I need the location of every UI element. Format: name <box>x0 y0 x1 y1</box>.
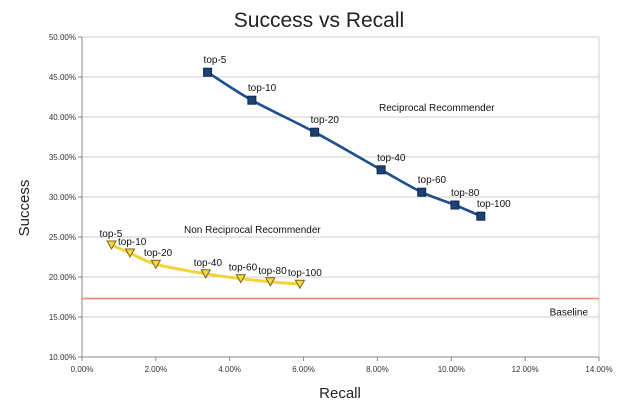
grid-lines <box>82 36 599 358</box>
point-label: top-5 <box>100 229 123 240</box>
y-tick-label: 15.00% <box>49 313 76 322</box>
point-label: top-20 <box>144 248 173 259</box>
x-tick-label: 4.00% <box>218 365 241 374</box>
y-tick-label: 25.00% <box>49 233 76 242</box>
x-tick-label: 10.00% <box>438 365 465 374</box>
data-point-square <box>247 95 257 105</box>
data-point-square <box>417 187 427 197</box>
chart-title: Success vs Recall <box>234 9 404 32</box>
point-label: top-10 <box>118 237 147 248</box>
point-label: top-10 <box>248 83 277 94</box>
baseline-group: Baseline <box>82 297 599 319</box>
data-point-triangle <box>264 277 276 287</box>
x-tick-label: 2.00% <box>145 365 168 374</box>
data-point-square <box>310 127 320 137</box>
y-tick-label: 35.00% <box>49 153 76 162</box>
data-point-triangle <box>106 240 117 251</box>
data-point-triangle <box>150 259 162 270</box>
y-tick-labels: 10.00% 15.00% 20.00% 25.00% 30.00% 35.00% 40.0… <box>49 33 76 362</box>
x-axis-title: Recall <box>319 385 361 402</box>
point-label: top-100 <box>477 199 511 210</box>
series-group: top-5top-10top-20top-40top-60top-80top-1… <box>100 55 511 290</box>
point-label: top-100 <box>288 268 322 279</box>
annotations: Reciprocal Recommender Non Reciprocal Rec… <box>184 103 495 236</box>
point-label: top-80 <box>258 266 287 277</box>
y-tick-label: 45.00% <box>49 73 76 82</box>
data-point-square <box>203 67 213 77</box>
x-tick-labels: 0.00% 2.00% 4.00% 6.00% 8.00% 10.00% 12.00% 14.… <box>71 365 613 374</box>
data-point-square <box>376 165 386 175</box>
x-tick-label: 14.00% <box>585 365 612 374</box>
reciprocal-series-name: Reciprocal Recommender <box>379 103 495 114</box>
point-label: top-80 <box>451 188 480 199</box>
point-label: top-60 <box>418 175 447 186</box>
point-label: top-40 <box>194 258 223 269</box>
point-label: top-40 <box>377 153 406 164</box>
x-tick-label: 8.00% <box>366 365 389 374</box>
axes <box>78 36 600 361</box>
data-point-triangle <box>235 274 247 284</box>
point-label: top-60 <box>229 263 258 274</box>
x-tick-label: 6.00% <box>292 365 315 374</box>
non-reciprocal-series-name: Non Reciprocal Recommender <box>184 225 321 236</box>
y-tick-label: 50.00% <box>49 33 76 42</box>
y-axis-title: Success <box>16 180 33 237</box>
data-point-square <box>450 200 460 210</box>
y-tick-label: 40.00% <box>49 113 76 122</box>
x-tick-label: 0.00% <box>71 365 94 374</box>
y-tick-label: 10.00% <box>49 353 76 362</box>
point-label: top-5 <box>204 55 227 66</box>
data-point-triangle <box>294 279 306 290</box>
baseline-label: Baseline <box>550 308 589 319</box>
y-tick-label: 20.00% <box>49 273 76 282</box>
y-tick-label: 30.00% <box>49 193 76 202</box>
data-point-triangle <box>200 269 212 279</box>
data-point-triangle <box>124 248 136 259</box>
data-point-square <box>476 211 486 221</box>
point-label: top-20 <box>311 115 340 126</box>
series-reciprocal: top-5 top-10 top-20 top-40 top-60 top-80top-1… <box>203 55 511 221</box>
x-tick-label: 12.00% <box>512 365 539 374</box>
